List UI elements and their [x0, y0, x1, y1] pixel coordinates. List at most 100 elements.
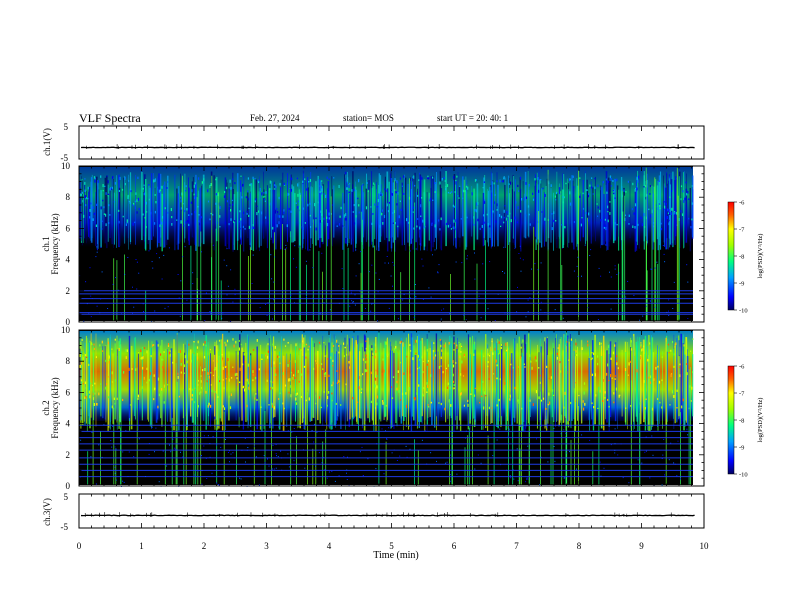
spectral-speckle — [486, 213, 488, 216]
spectral-speckle — [169, 354, 171, 357]
spectral-speckle — [161, 185, 163, 189]
noise-speckle — [158, 481, 160, 483]
spectral-speckle — [365, 357, 367, 361]
noise-speckle — [207, 435, 209, 437]
spectral-speckle — [663, 201, 665, 203]
spectral-speckle — [690, 400, 692, 402]
spectral-speckle — [502, 180, 504, 183]
spectral-speckle — [358, 179, 360, 183]
noise-speckle — [326, 477, 328, 479]
spectral-speckle — [112, 176, 114, 179]
noise-speckle — [319, 312, 321, 314]
spectral-speckle — [534, 356, 537, 360]
spectral-speckle — [427, 384, 429, 388]
noise-speckle — [200, 455, 202, 457]
noise-speckle — [186, 299, 188, 301]
spectral-speckle — [503, 221, 505, 224]
spectral-speckle — [272, 381, 274, 384]
spectral-speckle — [94, 177, 96, 180]
spectral-speckle — [569, 191, 571, 195]
spectral-speckle — [474, 208, 476, 212]
spectral-speckle — [227, 358, 229, 362]
spectral-speckle — [537, 177, 539, 181]
spectral-speckle — [146, 350, 148, 354]
noise-speckle — [228, 450, 230, 452]
spectral-speckle — [422, 360, 424, 363]
spectral-speckle — [566, 341, 568, 343]
spectral-speckle — [225, 378, 227, 380]
spectral-speckle — [332, 345, 335, 347]
spectral-speckle — [96, 403, 98, 406]
noise-speckle — [373, 246, 374, 248]
spectral-speckle — [553, 394, 555, 397]
spectral-speckle — [209, 349, 211, 351]
spectral-speckle — [332, 359, 334, 362]
spectral-speckle — [413, 175, 415, 179]
spectral-speckle — [246, 210, 248, 213]
spectral-speckle — [248, 225, 250, 229]
spectral-speckle — [616, 360, 618, 363]
noise-speckle — [561, 311, 563, 313]
spectral-speckle — [494, 194, 496, 196]
colorbar-tick-label: -7 — [739, 227, 745, 234]
noise-speckle — [192, 272, 194, 274]
spectral-speckle — [98, 392, 100, 396]
spectral-speckle — [610, 357, 612, 360]
spectral-speckle — [149, 372, 151, 376]
spectral-speckle — [162, 366, 164, 369]
spectral-speckle — [313, 367, 315, 370]
spectral-speckle — [164, 207, 166, 210]
spectral-speckle — [283, 211, 285, 214]
spectral-speckle — [628, 223, 630, 225]
spectral-speckle — [134, 206, 136, 210]
spectral-speckle — [617, 367, 619, 370]
spectral-speckle — [252, 379, 254, 382]
noise-speckle — [654, 306, 656, 308]
spectral-speckle — [381, 209, 384, 212]
spectral-speckle — [539, 374, 541, 377]
noise-speckle — [351, 300, 353, 302]
spectral-speckle — [94, 392, 96, 395]
spectral-speckle — [415, 340, 417, 343]
spectral-speckle — [649, 342, 651, 345]
noise-speckle — [252, 254, 254, 256]
spectral-speckle — [616, 223, 618, 226]
spectral-speckle — [198, 223, 201, 226]
spectral-speckle — [323, 342, 325, 344]
noise-speckle — [275, 467, 277, 469]
spectral-speckle — [462, 189, 465, 193]
spectral-speckle — [483, 391, 485, 395]
spectral-speckle — [188, 214, 190, 216]
spectral-speckle — [483, 181, 485, 183]
spectral-speckle — [496, 364, 498, 367]
spectral-speckle — [320, 406, 322, 409]
spectral-speckle — [609, 201, 611, 203]
colorbar-tick-label: -10 — [739, 472, 748, 479]
spectral-speckle — [479, 401, 481, 404]
noise-speckle — [518, 253, 520, 254]
spectral-speckle — [561, 224, 563, 226]
spectral-speckle — [140, 357, 142, 360]
spectral-speckle — [432, 176, 434, 179]
noise-speckle — [680, 478, 681, 480]
spectral-speckle — [294, 360, 296, 363]
spectral-speckle — [133, 202, 135, 206]
spectral-speckle — [242, 183, 244, 187]
spectral-speckle — [649, 185, 651, 187]
spectral-speckle — [528, 183, 530, 187]
frequency-tick-label: 10 — [61, 325, 71, 335]
spectral-speckle — [582, 207, 585, 210]
spectral-speckle — [244, 361, 246, 363]
noise-speckle — [415, 296, 417, 298]
spectral-speckle — [446, 369, 448, 373]
spectral-speckle — [238, 340, 240, 342]
spectral-speckle — [262, 196, 264, 198]
spectral-speckle — [267, 350, 269, 353]
spectral-speckle — [191, 394, 193, 397]
spectral-speckle — [191, 189, 193, 193]
spectral-speckle — [429, 199, 431, 202]
spectral-speckle — [184, 355, 186, 359]
spectral-speckle — [212, 374, 215, 377]
spectral-speckle — [200, 387, 202, 389]
colorbar-tick-label: -8 — [739, 254, 744, 261]
